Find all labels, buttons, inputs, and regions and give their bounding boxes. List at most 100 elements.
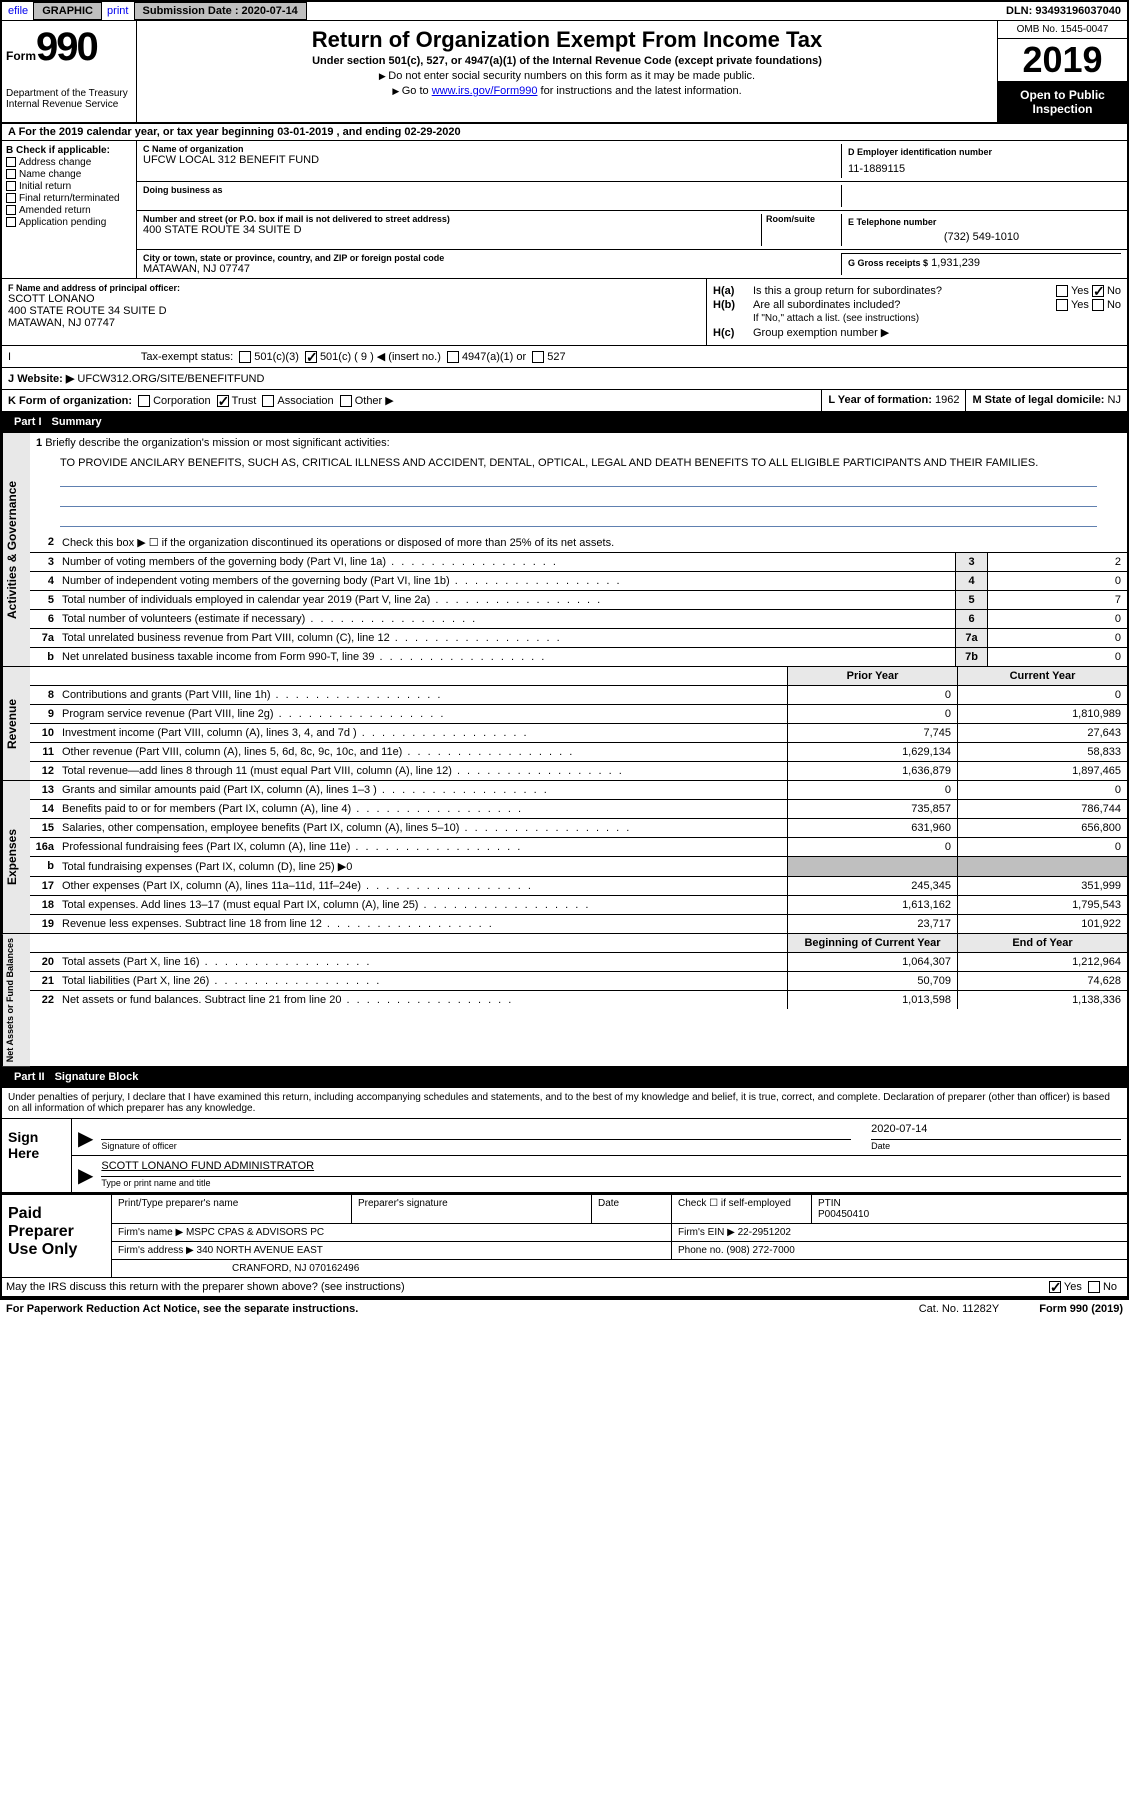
k-corp[interactable]: [138, 395, 150, 407]
ha-yes[interactable]: [1056, 285, 1068, 297]
line-num: 5: [30, 591, 58, 609]
firm-name: MSPC CPAS & ADVISORS PC: [186, 1227, 324, 1238]
opt-address-change[interactable]: Address change: [6, 157, 132, 168]
k-other[interactable]: [340, 395, 352, 407]
hb-yes[interactable]: [1056, 299, 1068, 311]
part2-title: Signature Block: [55, 1071, 139, 1083]
officer-name: SCOTT LONANO: [8, 293, 700, 305]
form-word: Form: [6, 49, 36, 63]
line-num: 7a: [30, 629, 58, 647]
line-box: 6: [955, 610, 987, 628]
box-k: K Form of organization: Corporation Trus…: [2, 390, 821, 411]
current-value: 0: [957, 781, 1127, 799]
line-value: 0: [987, 648, 1127, 666]
prior-value: 23,717: [787, 915, 957, 933]
opt-final-return[interactable]: Final return/terminated: [6, 193, 132, 204]
line-text: Net unrelated business taxable income fr…: [58, 648, 955, 666]
efile-link[interactable]: efile: [8, 5, 28, 17]
year-formation: 1962: [935, 394, 959, 406]
line-text: Number of independent voting members of …: [58, 572, 955, 590]
mission-label: Briefly describe the organization's miss…: [45, 437, 389, 449]
line-num: 4: [30, 572, 58, 590]
ts-4947[interactable]: [447, 351, 459, 363]
footer: For Paperwork Reduction Act Notice, see …: [0, 1299, 1129, 1318]
opt-name-change[interactable]: Name change: [6, 169, 132, 180]
opt-initial-return[interactable]: Initial return: [6, 181, 132, 192]
box-l: L Year of formation: 1962: [821, 390, 965, 411]
discuss-no[interactable]: [1088, 1281, 1100, 1293]
discuss-row: May the IRS discuss this return with the…: [2, 1277, 1127, 1297]
prior-value: 1,064,307: [787, 953, 957, 971]
ptin-value: P00450410: [818, 1209, 1121, 1220]
line-num: b: [30, 648, 58, 666]
print-link[interactable]: print: [107, 5, 128, 17]
header-right: OMB No. 1545-0047 2019 Open to Public In…: [997, 21, 1127, 122]
sig-arrow-icon-2: ▶: [78, 1163, 93, 1188]
graphic-button[interactable]: GRAPHIC: [33, 2, 102, 20]
opt-app-pending[interactable]: Application pending: [6, 217, 132, 228]
summary-netassets: Net Assets or Fund Balances Beginning of…: [2, 933, 1127, 1066]
current-value: 1,212,964: [957, 953, 1127, 971]
line-box: 5: [955, 591, 987, 609]
prior-value: 735,857: [787, 800, 957, 818]
opt-amended[interactable]: Amended return: [6, 205, 132, 216]
data-line: 22 Net assets or fund balances. Subtract…: [30, 991, 1127, 1009]
hb-text: Are all subordinates included?: [753, 299, 1053, 311]
irs-link[interactable]: www.irs.gov/Form990: [432, 85, 538, 97]
officer-name-label: Type or print name and title: [101, 1176, 1121, 1188]
k-assoc[interactable]: [262, 395, 274, 407]
line-value: 7: [987, 591, 1127, 609]
open-public: Open to Public Inspection: [998, 82, 1127, 122]
data-line: 15 Salaries, other compensation, employe…: [30, 819, 1127, 838]
part1-num: Part I: [10, 414, 52, 430]
box-b-title: B Check if applicable:: [6, 145, 132, 156]
sig-arrow-icon: ▶: [78, 1126, 93, 1151]
line-value: 0: [987, 610, 1127, 628]
ha-no[interactable]: [1092, 285, 1104, 297]
prior-value: 0: [787, 838, 957, 856]
sig-officer-label: Signature of officer: [101, 1139, 851, 1151]
gov-line: 5 Total number of individuals employed i…: [30, 591, 1127, 610]
discuss-yes[interactable]: [1049, 1281, 1061, 1293]
dln-number: DLN: 93493196037040: [1000, 2, 1127, 20]
k-trust[interactable]: [217, 395, 229, 407]
line-box: 7b: [955, 648, 987, 666]
prior-value: 1,613,162: [787, 896, 957, 914]
gross-value: 1,931,239: [931, 257, 980, 269]
addr-label: Number and street (or P.O. box if mail i…: [143, 214, 761, 224]
form-number: 990: [36, 25, 97, 69]
prior-value: 245,345: [787, 877, 957, 895]
summary-governance: Activities & Governance 1 Briefly descri…: [2, 433, 1127, 666]
prior-value: 631,960: [787, 819, 957, 837]
hc-text: Group exemption number ▶: [753, 326, 889, 339]
ts-501c3[interactable]: [239, 351, 251, 363]
sign-here-block: Sign Here ▶ Signature of officer 2020-07…: [2, 1119, 1127, 1193]
summary-revenue: Revenue Prior Year Current Year 8 Contri…: [2, 666, 1127, 780]
sig-date-value: 2020-07-14: [871, 1123, 1121, 1139]
data-line: 12 Total revenue—add lines 8 through 11 …: [30, 762, 1127, 780]
prior-value: 50,709: [787, 972, 957, 990]
k-label: K Form of organization:: [8, 395, 132, 407]
gov-line: 3 Number of voting members of the govern…: [30, 553, 1127, 572]
prep-selfemp: Check ☐ if self-employed: [672, 1195, 812, 1223]
hb-no[interactable]: [1092, 299, 1104, 311]
firm-addr1: 340 NORTH AVENUE EAST: [197, 1245, 323, 1256]
summary-expenses: Expenses 13 Grants and similar amounts p…: [2, 780, 1127, 933]
city-label: City or town, state or province, country…: [143, 253, 841, 263]
line-value: 0: [987, 572, 1127, 590]
officer-addr1: 400 STATE ROUTE 34 SUITE D: [8, 305, 700, 317]
sig-date-label: Date: [871, 1139, 1121, 1151]
data-line: 18 Total expenses. Add lines 13–17 (must…: [30, 896, 1127, 915]
phone-label: E Telephone number: [848, 217, 1115, 227]
instr2-post: for instructions and the latest informat…: [537, 85, 741, 97]
ts-501c[interactable]: [305, 351, 317, 363]
tax-status-label: Tax-exempt status:: [141, 351, 233, 363]
ts-527[interactable]: [532, 351, 544, 363]
tax-status-row: I Tax-exempt status: 501(c)(3) 501(c) ( …: [2, 345, 1127, 367]
line-text: Check this box ▶ ☐ if the organization d…: [58, 533, 1127, 552]
data-line: 20 Total assets (Part X, line 16) 1,064,…: [30, 953, 1127, 972]
officer-typed-name: SCOTT LONANO FUND ADMINISTRATOR: [101, 1160, 1121, 1176]
instruction-1: Do not enter social security numbers on …: [145, 70, 989, 82]
current-value: 27,643: [957, 724, 1127, 742]
data-line: 17 Other expenses (Part IX, column (A), …: [30, 877, 1127, 896]
